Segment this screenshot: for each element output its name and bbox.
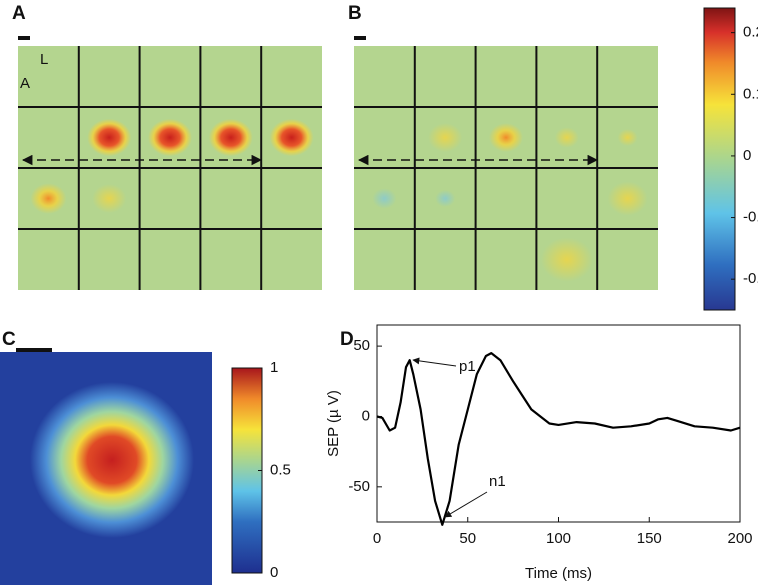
response-blob: [540, 237, 593, 282]
response-blob: [489, 123, 523, 152]
x-tick-label: 50: [459, 530, 476, 547]
colorbar-tick-label: 1: [270, 359, 278, 376]
colorbar-tick-label: 0.5: [270, 461, 291, 478]
x-tick-label: 200: [727, 530, 752, 547]
response-blob: [30, 183, 67, 214]
x-axis-label: Time (ms): [525, 565, 592, 582]
y-tick-label: 0: [362, 407, 370, 424]
response-blob: [435, 190, 456, 207]
response-blob: [372, 188, 397, 209]
colorbar-tick-label: 0.1: [743, 85, 758, 102]
response-blob: [607, 181, 648, 216]
y-tick-label: 50: [353, 337, 370, 354]
panel-label: A: [12, 3, 26, 24]
orientation-label: L: [40, 51, 48, 68]
sep-line: [376, 352, 741, 526]
colorbar: [231, 367, 263, 574]
colorbar-tick-label: 0.2: [743, 24, 758, 41]
colorbar-tick-label: 0: [270, 564, 278, 581]
orientation-label: A: [20, 75, 30, 92]
y-axis-label: SEP (µ V): [325, 390, 342, 457]
y-tick-label: -50: [348, 478, 370, 495]
x-tick-label: 150: [637, 530, 662, 547]
response-blob: [87, 118, 132, 157]
panel-label: B: [348, 3, 362, 24]
response-blob: [428, 123, 463, 152]
annotation: p1: [459, 358, 476, 375]
colorbar: [703, 7, 736, 311]
colorbar-tick-label: -0.1: [743, 209, 758, 226]
panel-label: D: [340, 329, 354, 350]
response-blob: [92, 184, 127, 213]
x-tick-label: 100: [546, 530, 571, 547]
response-spot: [30, 382, 194, 538]
colorbar-tick-label: 0: [743, 147, 751, 164]
response-blob: [269, 118, 314, 157]
x-tick-label: 0: [373, 530, 381, 547]
panel-label: C: [2, 329, 16, 350]
response-blob: [208, 118, 253, 157]
annotation-arrow: [412, 357, 457, 367]
annotation-arrow: [444, 491, 488, 518]
response-blob: [148, 118, 192, 157]
colorbar-tick-label: -0.2: [743, 270, 758, 287]
response-blob: [617, 129, 638, 146]
response-blob: [554, 127, 579, 148]
annotation: n1: [489, 473, 506, 490]
